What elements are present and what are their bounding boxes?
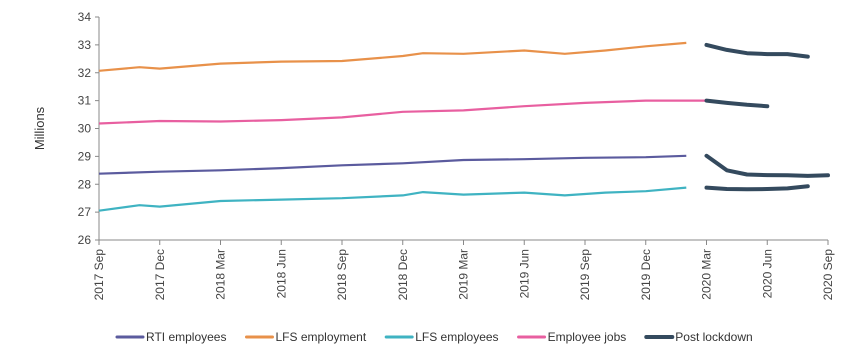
series-line-lfs-employees <box>98 186 687 212</box>
x-tick-label: 2017 Sep <box>92 249 106 301</box>
x-tick-label: 2017 Dec <box>153 249 167 300</box>
legend-label: LFS employment <box>275 330 366 344</box>
legend-label: LFS employees <box>415 330 498 344</box>
y-tick-label: 28 <box>78 177 92 191</box>
y-tick-label: 29 <box>78 149 92 163</box>
chart-axes: 26 27 28 29 30 31 32 33 34 Millions 2017 Sep 2017 D… <box>32 10 835 300</box>
x-tick-label: 2018 Sep <box>335 249 349 301</box>
x-tick-label: 2020 Sep <box>821 249 835 301</box>
series-line-post-lockdown <box>704 42 810 59</box>
y-tick-label: 32 <box>78 66 92 80</box>
x-tick-label: 2020 Mar <box>700 249 714 300</box>
x-tick-label: 2019 Mar <box>457 249 471 300</box>
x-tick-label: 2018 Jun <box>274 249 288 298</box>
series-line-rti-employees <box>98 154 687 175</box>
series-line-post-lockdown <box>704 184 810 192</box>
series-line-post-lockdown <box>704 153 830 178</box>
y-tick-label: 27 <box>78 205 92 219</box>
y-tick-label: 33 <box>78 38 92 52</box>
x-tick-label: 2019 Jun <box>517 249 531 298</box>
x-tick-label: 2019 Sep <box>578 249 592 301</box>
x-tick-label: 2020 Jun <box>760 249 774 298</box>
series-line-post-lockdown <box>704 98 770 109</box>
x-tick-label: 2019 Dec <box>639 249 653 300</box>
y-tick-label: 30 <box>78 122 92 136</box>
legend-label: RTI employees <box>146 330 226 344</box>
legend-label: Employee jobs <box>548 330 627 344</box>
series-line-lfs-employment <box>98 41 687 72</box>
legend-label: Post lockdown <box>675 330 752 344</box>
chart-legend: RTI employees LFS employment LFS employees… <box>115 330 753 344</box>
y-axis-label: Millions <box>32 106 47 150</box>
y-tick-label: 26 <box>78 233 92 247</box>
x-tick-label: 2018 Mar <box>214 249 228 300</box>
series-line-employee-jobs <box>98 99 707 125</box>
y-tick-label: 31 <box>78 94 92 108</box>
x-tick-label: 2018 Dec <box>396 249 410 300</box>
series-lines <box>98 41 830 212</box>
y-tick-label: 34 <box>78 10 92 24</box>
